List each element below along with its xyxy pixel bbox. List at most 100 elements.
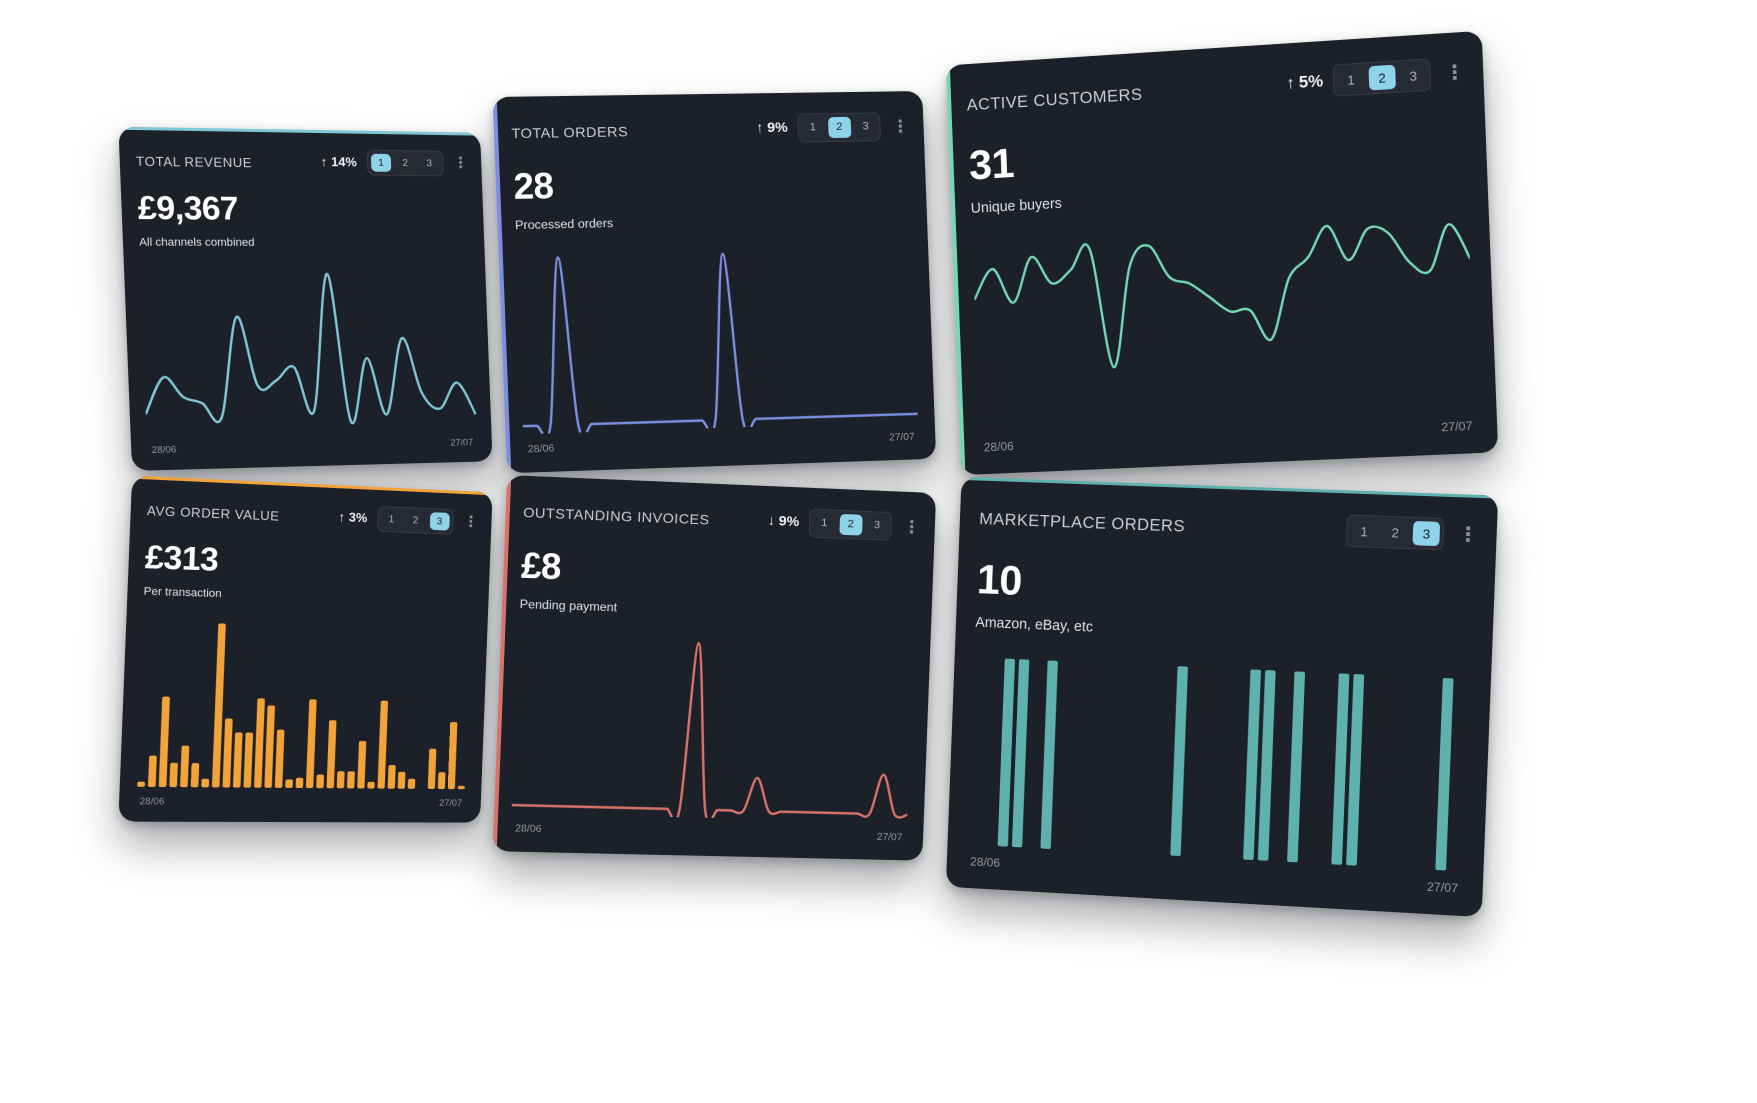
page-button-2[interactable]: 2 — [405, 511, 426, 530]
page-button-2[interactable]: 2 — [828, 117, 851, 138]
bar-18 — [327, 720, 337, 788]
start-date: 28/06 — [984, 439, 1014, 454]
card-title: ACTIVE CUSTOMERS — [967, 86, 1143, 116]
start-date: 28/06 — [528, 443, 555, 455]
bar-4 — [180, 746, 189, 788]
metric-subtitle: Unique buyers — [971, 196, 1063, 217]
page-button-1[interactable]: 1 — [381, 510, 402, 529]
card-title: TOTAL ORDERS — [511, 124, 628, 142]
chart-avg-order-value — [136, 615, 473, 789]
page-button-2[interactable]: 2 — [1368, 65, 1396, 91]
start-date: 28/06 — [515, 823, 542, 835]
bar-31 — [458, 786, 465, 789]
metric-value: £8 — [520, 545, 561, 589]
metric-value: £313 — [144, 539, 219, 579]
trend-value: 9% — [778, 513, 799, 530]
bar-3 — [1012, 659, 1029, 847]
end-date: 27/07 — [889, 432, 915, 444]
bar-2 — [159, 697, 170, 787]
metric-value: £9,367 — [137, 190, 239, 228]
series-line — [972, 218, 1473, 374]
chart-total-orders — [516, 242, 918, 435]
chart-outstanding-invoices — [512, 629, 914, 822]
page-selector: 123 — [1333, 59, 1432, 98]
bar-19 — [337, 771, 345, 788]
more-options-icon[interactable]: ⋮ — [463, 514, 478, 530]
card-accent — [961, 477, 1498, 499]
card-avg-order-value: AVG ORDER VALUE ⋮ 1 2 3 ↑ 3% £313 Per transactio… — [118, 476, 492, 823]
more-options-icon[interactable]: ⋮ — [903, 518, 920, 536]
page-selector: 123 — [797, 112, 881, 142]
bar-21 — [357, 741, 366, 788]
trend-indicator: ↓ 9% — [767, 513, 799, 530]
page-button-2[interactable]: 2 — [839, 514, 862, 536]
bar-11 — [254, 698, 265, 787]
card-title: TOTAL REVENUE — [136, 153, 253, 170]
end-date: 27/07 — [1441, 419, 1473, 435]
bar-29 — [438, 772, 446, 789]
trend-indicator: ↑ 9% — [756, 119, 788, 135]
bar-0 — [137, 782, 145, 787]
start-date: 28/06 — [970, 855, 1000, 870]
bar-2 — [997, 659, 1014, 847]
page-selector: 123 — [366, 149, 443, 176]
bar-28 — [428, 749, 437, 789]
end-date: 27/07 — [439, 798, 462, 808]
page-button-2[interactable]: 2 — [395, 154, 416, 173]
bar-26 — [408, 779, 416, 789]
bar-8 — [223, 718, 233, 787]
page-button-3[interactable]: 3 — [854, 116, 877, 137]
trend-value: 14% — [331, 154, 357, 169]
start-date: 28/06 — [151, 444, 176, 455]
metric-subtitle: Pending payment — [519, 597, 617, 615]
page-button-1[interactable]: 1 — [813, 513, 836, 535]
page-button-1[interactable]: 1 — [1350, 519, 1378, 544]
bar-6 — [202, 779, 210, 788]
page-button-3[interactable]: 3 — [1399, 63, 1427, 89]
card-total-revenue: TOTAL REVENUE ⋮ 1 2 3 ↑ 14% £9,367 All channels … — [118, 127, 492, 471]
page-button-3[interactable]: 3 — [429, 512, 450, 531]
card-title: AVG ORDER VALUE — [147, 502, 280, 523]
page-button-3[interactable]: 3 — [1412, 521, 1440, 546]
page-button-1[interactable]: 1 — [370, 153, 391, 172]
metric-subtitle: Processed orders — [515, 216, 614, 232]
page-button-1[interactable]: 1 — [801, 117, 824, 138]
trend-value: 5% — [1298, 72, 1323, 93]
bar-5 — [191, 763, 200, 787]
more-options-icon[interactable]: ⋮ — [892, 118, 909, 135]
metric-subtitle: Amazon, eBay, etc — [975, 614, 1093, 635]
bar-24 — [388, 765, 396, 789]
end-date: 27/07 — [450, 437, 473, 447]
chart-active-customers — [972, 210, 1476, 431]
page-button-1[interactable]: 1 — [1337, 67, 1365, 93]
page-button-3[interactable]: 3 — [865, 515, 888, 537]
bar-17 — [316, 775, 324, 789]
page-selector: 123 — [377, 506, 454, 536]
card-total-orders: TOTAL ORDERS ⋮ 1 2 3 ↑ 9% 28 Processed orders 28/… — [493, 91, 937, 473]
card-accent — [493, 97, 512, 473]
card-outstanding-invoices: OUTSTANDING INVOICES ⋮ 1 2 3 ↓ 9% £8 Pending pay… — [493, 475, 937, 861]
arrow-down-icon: ↓ — [767, 513, 775, 529]
more-options-icon[interactable]: ⋮ — [453, 156, 468, 171]
page-selector: 123 — [1346, 515, 1445, 551]
bar-5 — [1040, 660, 1058, 849]
metric-value: 28 — [513, 165, 554, 208]
bar-3 — [170, 763, 179, 787]
page-button-2[interactable]: 2 — [1381, 520, 1409, 545]
card-title: MARKETPLACE ORDERS — [979, 510, 1185, 536]
more-options-icon[interactable]: ⋮ — [1457, 525, 1478, 546]
bar-26 — [1346, 674, 1364, 866]
page-button-3[interactable]: 3 — [419, 154, 440, 173]
card-accent — [493, 475, 512, 851]
metric-subtitle: All channels combined — [139, 237, 255, 249]
chart-total-revenue — [140, 266, 476, 436]
bar-20 — [1258, 670, 1276, 861]
more-options-icon[interactable]: ⋮ — [1444, 63, 1465, 84]
end-date: 27/07 — [877, 832, 903, 843]
bar-25 — [398, 772, 406, 789]
bar-14 — [286, 779, 294, 788]
bar-30 — [448, 722, 458, 789]
metric-subtitle: Per transaction — [143, 586, 221, 601]
bar-32 — [1435, 678, 1453, 871]
